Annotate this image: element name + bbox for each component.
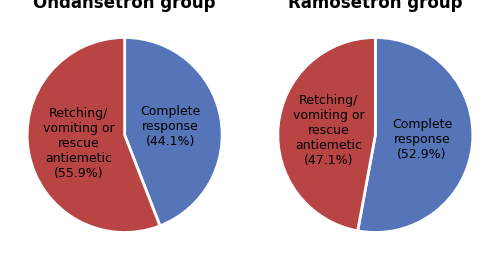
Wedge shape [124, 37, 222, 226]
Title: Ondansetron group: Ondansetron group [34, 0, 216, 12]
Text: Retching/
vomiting or
rescue
antiemetic
(47.1%): Retching/ vomiting or rescue antiemetic … [293, 94, 364, 167]
Text: Retching/
vomiting or
rescue
antiemetic
(55.9%): Retching/ vomiting or rescue antiemetic … [43, 107, 115, 180]
Wedge shape [358, 37, 473, 233]
Wedge shape [278, 37, 376, 231]
Text: Complete
response
(52.9%): Complete response (52.9%) [392, 118, 452, 161]
Text: Complete
response
(44.1%): Complete response (44.1%) [140, 105, 201, 148]
Title: Ramosetron group: Ramosetron group [288, 0, 463, 12]
Wedge shape [27, 37, 160, 233]
